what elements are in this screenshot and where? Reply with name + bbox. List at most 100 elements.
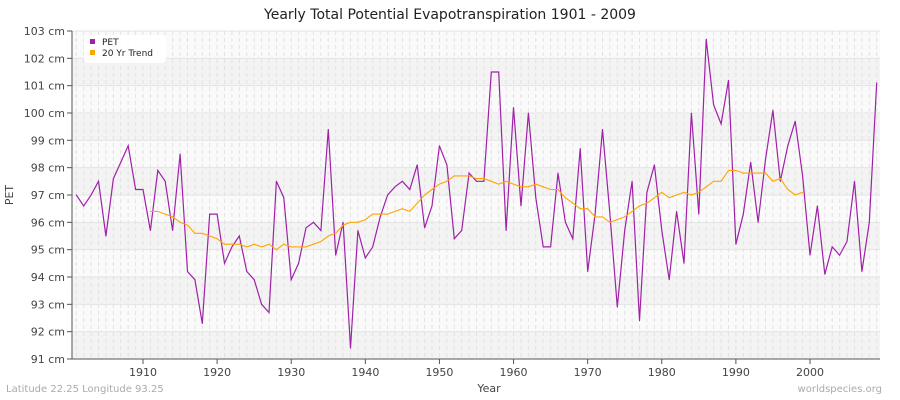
pet-point	[846, 240, 848, 242]
pet-point	[453, 238, 455, 240]
pet-point	[135, 189, 137, 191]
pet-point	[327, 128, 329, 130]
pet-point	[668, 279, 670, 281]
legend-label-pet: PET	[102, 38, 119, 48]
pet-point	[794, 120, 796, 122]
x-tick-label: 2000	[796, 366, 824, 379]
pet-point	[572, 238, 574, 240]
pet-point	[157, 169, 159, 171]
pet-point	[557, 172, 559, 174]
pet-point	[624, 230, 626, 232]
pet-point	[616, 306, 618, 308]
trend-point	[468, 175, 470, 177]
x-tick-label: 1980	[648, 366, 676, 379]
pet-point	[275, 180, 277, 182]
pet-point	[816, 205, 818, 207]
pet-point	[698, 213, 700, 215]
pet-point	[505, 230, 507, 232]
trend-point	[209, 235, 211, 237]
y-tick-label: 95 cm	[31, 244, 65, 257]
trend-point	[513, 183, 515, 185]
trend-point	[490, 180, 492, 182]
pet-point	[261, 303, 263, 305]
trend-point	[275, 249, 277, 251]
pet-point	[283, 197, 285, 199]
trend-point	[802, 191, 804, 193]
trend-point	[387, 213, 389, 215]
trend-point	[742, 172, 744, 174]
trend-point	[409, 210, 411, 212]
pet-point	[379, 216, 381, 218]
pet-point	[542, 246, 544, 248]
trend-point	[357, 221, 359, 223]
pet-point	[401, 180, 403, 182]
pet-point	[690, 112, 692, 114]
pet-point	[861, 271, 863, 273]
trend-point	[461, 175, 463, 177]
pet-point	[409, 189, 411, 191]
y-tick-label: 103 cm	[24, 25, 65, 38]
x-tick-label: 1950	[425, 366, 453, 379]
y-tick-label: 102 cm	[24, 52, 65, 65]
pet-point	[342, 221, 344, 223]
pet-point	[564, 221, 566, 223]
trend-point	[587, 208, 589, 210]
y-axis-label: PET	[3, 185, 16, 206]
pet-point	[676, 210, 678, 212]
pet-point	[727, 79, 729, 81]
pet-point	[839, 254, 841, 256]
trend-point	[216, 238, 218, 240]
trend-point	[201, 232, 203, 234]
pet-point	[601, 128, 603, 130]
pet-point	[646, 191, 648, 193]
pet-point	[394, 186, 396, 188]
y-tick-label: 97 cm	[31, 189, 65, 202]
trend-point	[320, 240, 322, 242]
pet-point	[683, 262, 685, 264]
trend-point	[298, 246, 300, 248]
trend-point	[601, 216, 603, 218]
pet-point	[779, 180, 781, 182]
legend: PET 20 Yr Trend	[84, 35, 166, 63]
pet-point	[446, 164, 448, 166]
pet-point	[513, 107, 515, 109]
pet-point	[416, 164, 418, 166]
legend-swatch-pet	[90, 39, 95, 44]
pet-point	[194, 279, 196, 281]
pet-point	[742, 213, 744, 215]
pet-point	[831, 246, 833, 248]
pet-point	[387, 194, 389, 196]
pet-point	[609, 213, 611, 215]
y-tick-label: 100 cm	[24, 107, 65, 120]
trend-point	[542, 186, 544, 188]
pet-point	[720, 123, 722, 125]
trend-point	[194, 232, 196, 234]
legend-swatch-trend	[90, 50, 95, 55]
pet-point	[713, 104, 715, 106]
pet-point	[186, 271, 188, 273]
pet-point	[653, 164, 655, 166]
pet-point	[705, 38, 707, 40]
trend-point	[550, 189, 552, 191]
pet-point	[253, 279, 255, 281]
x-tick-label: 1990	[722, 366, 750, 379]
location-label: Latitude 22.25 Longitude 93.25	[6, 384, 164, 395]
pet-point	[498, 71, 500, 73]
y-tick-label: 99 cm	[31, 134, 65, 147]
trend-point	[713, 180, 715, 182]
pet-point	[424, 227, 426, 229]
trend-point	[705, 186, 707, 188]
pet-point	[312, 221, 314, 223]
trend-points	[149, 169, 804, 251]
pet-point	[490, 71, 492, 73]
trend-point	[253, 243, 255, 245]
pet-point	[179, 153, 181, 155]
x-tick-label: 1970	[574, 366, 602, 379]
pet-point	[142, 189, 144, 191]
pet-point	[535, 197, 537, 199]
trend-point	[224, 243, 226, 245]
trend-point	[579, 208, 581, 210]
trend-point	[735, 169, 737, 171]
trend-point	[327, 235, 329, 237]
